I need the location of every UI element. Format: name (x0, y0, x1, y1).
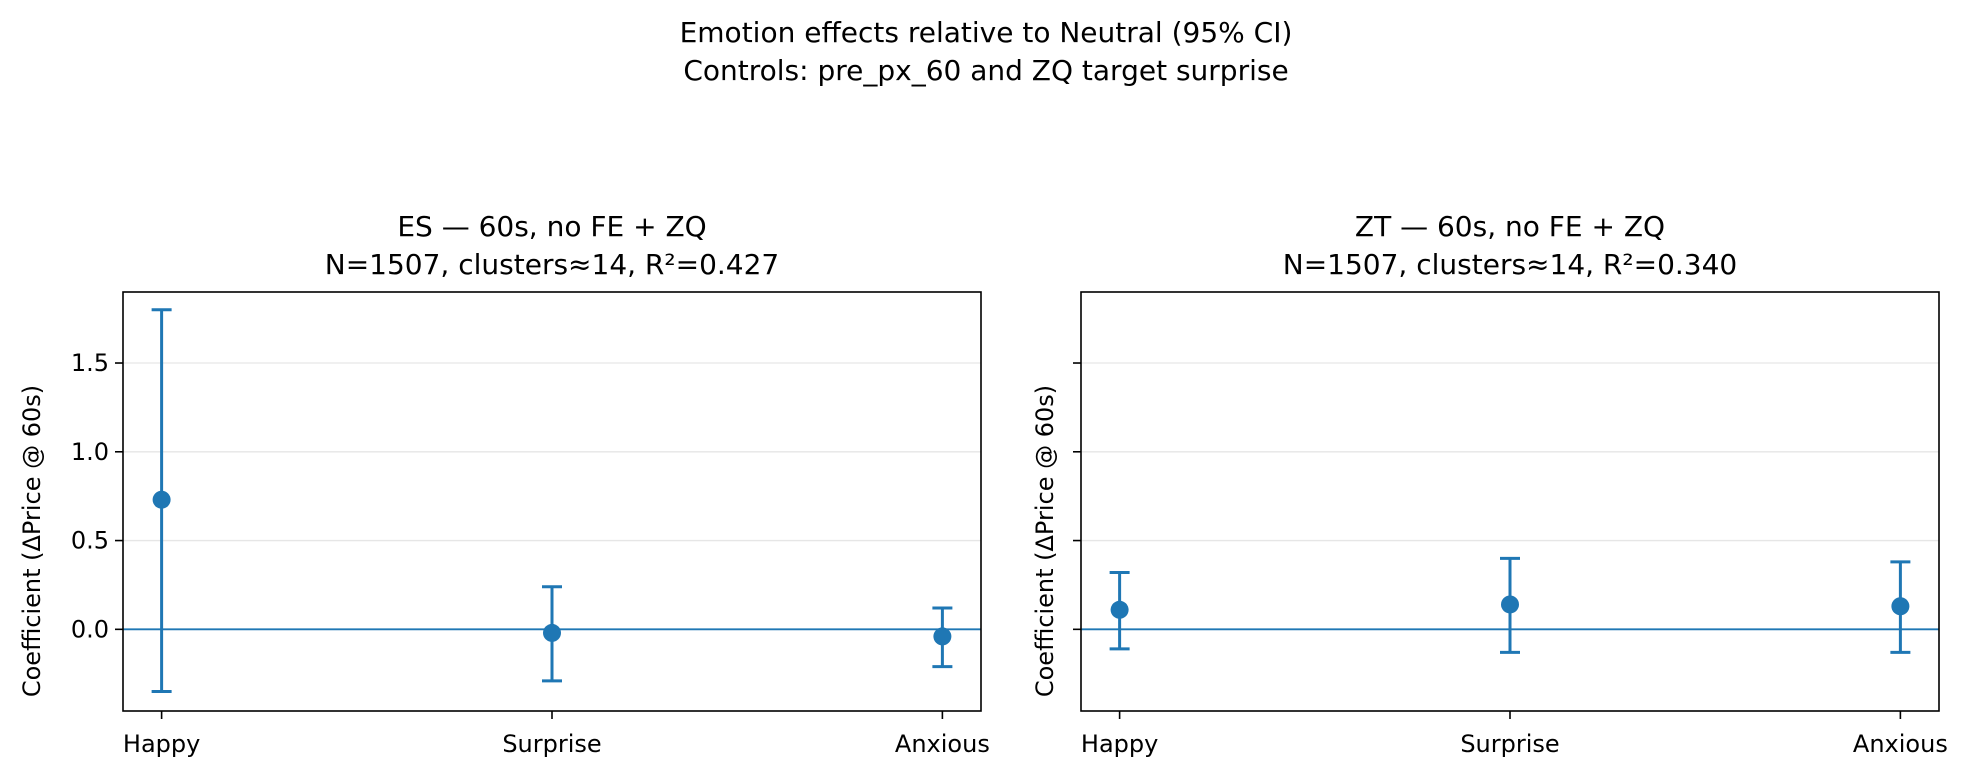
panel-title-line-1: ZT — 60s, no FE + ZQ (1355, 210, 1665, 243)
data-point (1501, 595, 1519, 614)
plot-area: 0.0 0.5 1.0 1.5 Happy Surprise Anxious (71, 291, 990, 758)
x-tick-label: Surprise (502, 730, 601, 758)
y-tick-label: 1.5 (71, 349, 109, 377)
plot-area: Happy Surprise Anxious (1073, 291, 1948, 758)
panel-es: ES — 60s, no FE + ZQ N=1507, clusters≈14… (18, 210, 990, 758)
panel-title-line-1: ES — 60s, no FE + ZQ (397, 210, 706, 243)
panel-title-line-2: N=1507, clusters≈14, R²=0.427 (325, 248, 779, 281)
suptitle-line-1: Emotion effects relative to Neutral (95%… (680, 16, 1293, 49)
panel-zt: ZT — 60s, no FE + ZQ N=1507, clusters≈14… (1031, 210, 1948, 758)
data-point (1110, 600, 1129, 619)
x-tick-label: Happy (1081, 730, 1158, 758)
x-tick-label: Anxious (895, 730, 990, 758)
y-axis-label: Coefficient (ΔPrice @ 60s) (18, 385, 46, 697)
data-point (933, 627, 952, 646)
x-tick-label: Anxious (1853, 730, 1948, 758)
suptitle-line-2: Controls: pre_px_60 and ZQ target surpri… (683, 54, 1288, 87)
y-tick-label: 0.0 (71, 615, 109, 643)
data-point (152, 490, 171, 509)
data-point (543, 623, 561, 642)
y-tick-label: 0.5 (71, 527, 109, 555)
x-tick-label: Happy (123, 730, 200, 758)
panel-title-line-2: N=1507, clusters≈14, R²=0.340 (1283, 248, 1737, 281)
x-tick-label: Surprise (1460, 730, 1559, 758)
data-point (1891, 597, 1910, 616)
y-axis-label: Coefficient (ΔPrice @ 60s) (1031, 385, 1059, 697)
y-tick-label: 1.0 (71, 438, 109, 466)
